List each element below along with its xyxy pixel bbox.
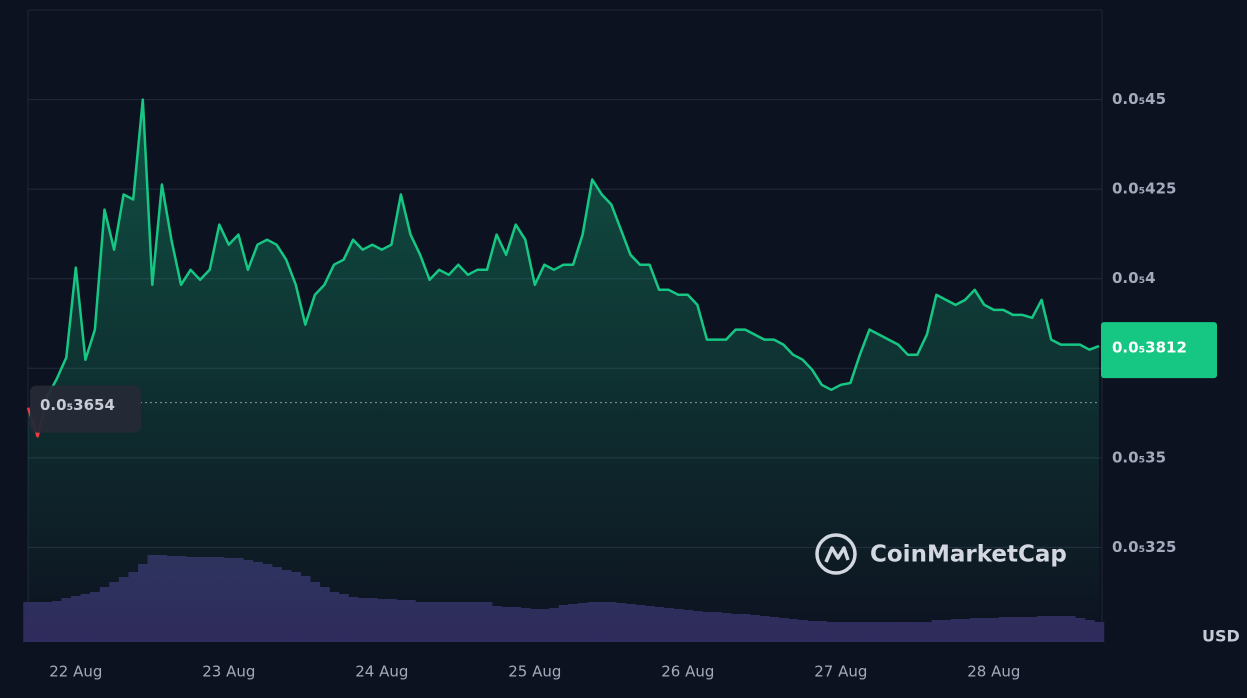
- x-tick-label: 28 Aug: [967, 663, 1020, 681]
- plot-layer: 0.0₅3250.0₅350.0₅3750.0₅40.0₅4250.0₅4522…: [23, 90, 1217, 681]
- x-tick-label: 22 Aug: [49, 663, 102, 681]
- x-tick-label: 24 Aug: [355, 663, 408, 681]
- watermark-logo: [815, 533, 857, 575]
- y-tick-label: 0.0₅4: [1112, 269, 1156, 287]
- y-tick-label: 0.0₅325: [1112, 538, 1176, 556]
- watermark: CoinMarketCap: [815, 533, 1067, 575]
- volume-bar: [1094, 622, 1105, 642]
- watermark-text: CoinMarketCap: [870, 542, 1067, 568]
- watermark-logo-mark: [824, 546, 850, 563]
- x-tick-label: 27 Aug: [814, 663, 867, 681]
- y-tick-label: 0.0₅425: [1112, 180, 1176, 198]
- last-price-label: 0.0₅3812: [1112, 339, 1187, 357]
- reference-label-box: [30, 385, 141, 433]
- x-tick-label: 26 Aug: [661, 663, 714, 681]
- currency-label: USD: [1202, 627, 1240, 646]
- x-tick-label: 23 Aug: [202, 663, 255, 681]
- y-tick-label: 0.0₅45: [1112, 90, 1166, 108]
- reference-label: 0.0₅3654: [40, 396, 115, 414]
- last-price-badge: [1101, 322, 1217, 379]
- y-tick-label: 0.0₅35: [1112, 448, 1166, 466]
- x-tick-label: 25 Aug: [508, 663, 561, 681]
- area: [28, 99, 1099, 643]
- price-line: [26, 98, 1100, 438]
